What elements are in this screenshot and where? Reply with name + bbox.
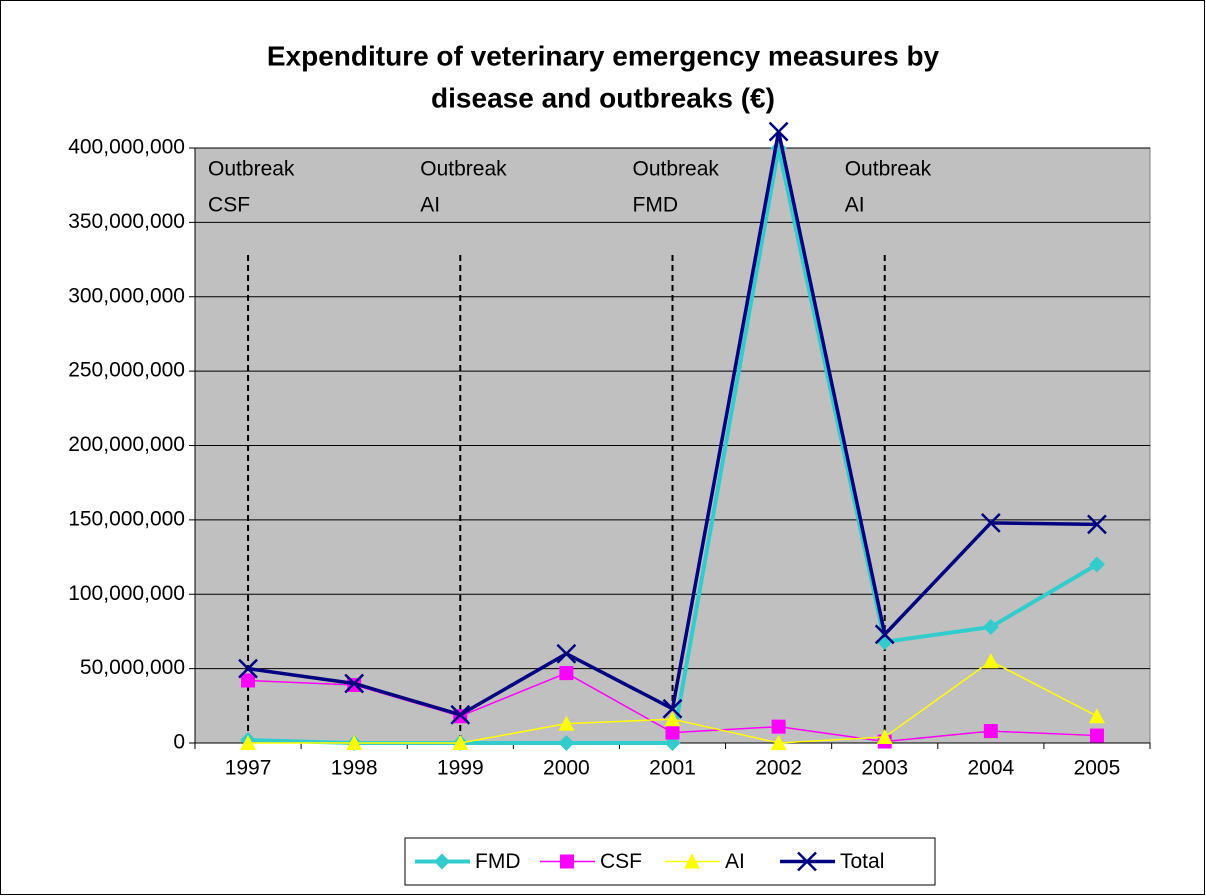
x-tick-label: 2004 <box>967 757 1014 780</box>
annotation: Outbreak <box>208 158 295 181</box>
series-marker <box>980 512 1001 533</box>
y-tick-label: 200,000,000 <box>68 433 185 456</box>
x-tick-label: 2001 <box>649 757 696 780</box>
annotation: Outbreak <box>420 158 507 181</box>
legend-marker <box>560 854 574 869</box>
series-marker <box>346 735 363 750</box>
series-marker <box>874 624 895 645</box>
legend-marker <box>797 851 817 872</box>
y-tick-label: 350,000,000 <box>68 210 185 233</box>
x-tick-label: 2003 <box>861 757 908 780</box>
series-marker <box>982 618 999 635</box>
annotation: FMD <box>633 194 679 217</box>
annotation: CSF <box>208 194 250 217</box>
legend-label: Total <box>840 850 884 873</box>
series-marker <box>559 666 574 681</box>
series-marker <box>238 658 258 679</box>
x-tick-label: 2005 <box>1074 757 1121 780</box>
legend-marker <box>684 853 700 869</box>
chart-title: disease and outbreaks (€) <box>431 82 775 113</box>
y-tick-label: 100,000,000 <box>68 582 185 605</box>
y-tick-label: 50,000,000 <box>80 656 185 679</box>
y-tick-label: 150,000,000 <box>68 507 185 530</box>
x-tick-label: 1999 <box>437 757 484 780</box>
series-marker <box>556 643 577 664</box>
series-marker <box>452 735 469 750</box>
series-marker <box>1088 708 1105 724</box>
x-tick-label: 2000 <box>543 757 590 780</box>
chart-title: Expenditure of veterinary emergency meas… <box>267 40 940 71</box>
series-marker <box>240 735 257 750</box>
annotation: Outbreak <box>845 158 932 181</box>
y-tick-label: 400,000,000 <box>68 136 185 159</box>
series-marker <box>1088 556 1105 573</box>
series-marker <box>241 673 256 688</box>
annotation: AI <box>420 194 440 217</box>
series-marker <box>982 653 999 669</box>
series-marker <box>665 725 680 740</box>
series-marker <box>876 729 893 745</box>
y-tick-label: 250,000,000 <box>68 359 185 382</box>
series-marker <box>662 698 683 719</box>
series-marker <box>450 704 471 725</box>
annotation: AI <box>845 194 865 217</box>
series-marker <box>768 121 789 142</box>
annotation: Outbreak <box>633 158 720 181</box>
legend-label: AI <box>725 850 745 873</box>
series-marker <box>771 719 786 734</box>
legend-label: CSF <box>600 850 642 873</box>
series-marker <box>983 724 998 739</box>
series-marker <box>664 711 681 727</box>
legend-label: FMD <box>475 850 521 873</box>
series-marker <box>558 715 575 731</box>
y-tick-label: 0 <box>173 731 185 754</box>
legend-marker <box>434 853 450 870</box>
x-tick-label: 2002 <box>755 757 802 780</box>
series-marker <box>1087 514 1107 535</box>
x-tick-label: 1997 <box>225 757 272 780</box>
y-tick-label: 300,000,000 <box>68 284 185 307</box>
series-marker <box>1089 728 1104 743</box>
series-marker <box>344 673 365 694</box>
series-marker <box>770 735 787 750</box>
x-tick-label: 1998 <box>331 757 378 780</box>
series-marker <box>558 735 575 751</box>
